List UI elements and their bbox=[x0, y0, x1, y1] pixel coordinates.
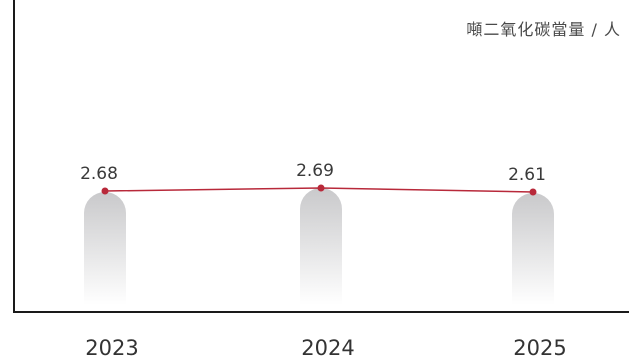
x-tick-2023: 2023 bbox=[85, 336, 138, 360]
data-label-2025: 2.61 bbox=[508, 165, 546, 185]
bar-2024 bbox=[300, 188, 342, 305]
bar-2023 bbox=[84, 192, 126, 305]
x-tick-2024: 2024 bbox=[301, 336, 354, 360]
data-point-2024 bbox=[317, 184, 325, 192]
data-point-2023 bbox=[101, 187, 109, 195]
data-label-2024: 2.69 bbox=[296, 161, 334, 181]
x-tick-2025: 2025 bbox=[513, 336, 566, 360]
bar-2025 bbox=[512, 193, 554, 305]
unit-label: 噸二氧化碳當量 / 人 bbox=[466, 20, 621, 39]
data-label-2023: 2.68 bbox=[80, 164, 118, 184]
data-point-2025 bbox=[529, 188, 537, 196]
